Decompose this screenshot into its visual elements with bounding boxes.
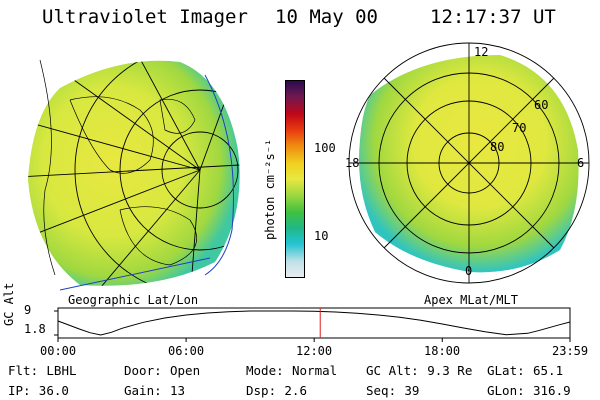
mlt-label-0: 0 (465, 264, 473, 278)
app-title: Ultraviolet Imager (42, 6, 248, 28)
date-label: 10 May 00 (275, 6, 378, 28)
info-value: Normal (292, 363, 338, 378)
info-value: 39 (404, 383, 420, 398)
info-label: Flt: (8, 363, 39, 378)
mlt-label-12: 12 (474, 45, 489, 59)
info-label: Mode: (246, 363, 284, 378)
info-value: 36.0 (38, 383, 69, 398)
info-value: 13 (170, 383, 186, 398)
info-label: Dsp: (246, 383, 277, 398)
info-value: 2.6 (284, 383, 307, 398)
mlt-label-18: 18 (345, 156, 360, 170)
info-label: GC Alt: (366, 363, 419, 378)
altitude-ytick-1.8: 1.8 (24, 322, 46, 336)
altitude-chart-frame (57, 307, 571, 339)
info-value: 316.9 (533, 383, 571, 398)
altitude-xtick-2359: 23:59 (552, 344, 589, 358)
info-label: GLon: (487, 383, 525, 398)
info-label: Gain: (124, 383, 162, 398)
altitude-ylabel: GC Alt (2, 282, 16, 326)
altitude-xtick-0600: 06:00 (168, 344, 205, 358)
info-value: 65.1 (533, 363, 564, 378)
altitude-xtick-0000: 00:00 (40, 344, 77, 358)
info-label: Seq: (366, 383, 397, 398)
altitude-xtick-1800: 18:00 (424, 344, 461, 358)
geographic-caption: Geographic Lat/Lon (68, 293, 199, 307)
mlat-label-60: 60 (534, 98, 549, 112)
altitude-series-line (57, 310, 571, 336)
mlt-label-6: 6 (577, 156, 585, 170)
colorbar-tick-10: 10 (314, 229, 329, 243)
colorbar-tick-100: 100 (314, 141, 336, 155)
info-value: LBHL (46, 363, 77, 378)
colorbar (285, 80, 305, 278)
info-value: 9.3 Re (427, 363, 473, 378)
info-value: Open (170, 363, 201, 378)
altitude-xtick-1200: 12:00 (296, 344, 333, 358)
mlat-label-70: 70 (512, 121, 527, 135)
mlat-label-80: 80 (490, 140, 505, 154)
info-label: IP: (8, 383, 31, 398)
info-label: GLat: (487, 363, 525, 378)
altitude-ytick-9: 9 (24, 303, 32, 317)
info-label: Door: (124, 363, 162, 378)
magnetic-caption: Apex MLat/MLT (424, 293, 518, 307)
time-label: 12:17:37 UT (430, 6, 556, 28)
